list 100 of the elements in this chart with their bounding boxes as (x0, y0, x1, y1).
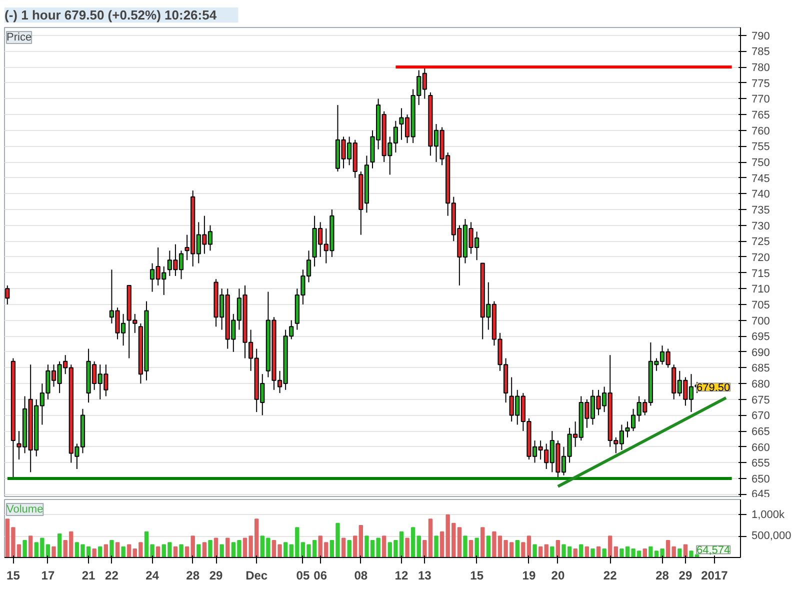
bar (179, 544, 184, 558)
bar (52, 546, 56, 558)
x-tick-label: 08 (354, 568, 368, 582)
bar (341, 538, 346, 558)
annotation: 64,574 (696, 544, 730, 557)
x-tick-label: 05 (296, 568, 310, 582)
bar (127, 544, 132, 558)
bar (22, 540, 27, 558)
x-tick-label: 2017 (701, 568, 728, 582)
bar (468, 540, 474, 558)
bar (405, 538, 410, 558)
y-tick-label: 785 (752, 46, 770, 58)
x-tick-label: 19 (522, 568, 536, 582)
x-tick-label: 17 (41, 568, 55, 582)
bar (156, 546, 160, 558)
y-axis-title: Price (6, 32, 32, 44)
x-tick-label: Dec (246, 568, 268, 582)
bar (596, 546, 601, 558)
x-tick-label: 06 (314, 568, 328, 582)
bar (538, 546, 543, 558)
bar (683, 544, 688, 558)
bar (358, 525, 364, 558)
bar (642, 548, 647, 558)
bar (184, 546, 190, 558)
x-tick-label: 20 (551, 568, 565, 582)
y-tick-label: 700 (752, 315, 770, 328)
bar (556, 540, 560, 558)
y-tick-label: 745 (752, 172, 770, 185)
bar (672, 546, 676, 558)
x-tick-label: 24 (146, 568, 160, 582)
y-tick-label: 765 (752, 110, 770, 122)
bar (196, 544, 201, 558)
bar (92, 548, 96, 558)
bar (353, 536, 358, 558)
bar (416, 536, 421, 558)
bar (584, 546, 590, 558)
bar (202, 542, 207, 558)
bar (515, 540, 520, 558)
y-tick-label: 790 (752, 30, 770, 42)
y-tick-label: 695 (752, 331, 770, 344)
bar (115, 542, 120, 558)
bar (347, 540, 352, 558)
bar (226, 538, 230, 558)
bar (544, 544, 548, 558)
bar (602, 548, 606, 558)
x-tick-label: 13 (418, 568, 432, 582)
y-tick-label: 650 (752, 474, 770, 486)
x-tick-label: 15 (470, 568, 484, 582)
bar (463, 536, 468, 558)
y-tick-label: 740 (752, 188, 770, 201)
x-tick-label: 12 (394, 568, 408, 582)
bar (104, 544, 108, 558)
bar (410, 527, 416, 558)
bar (480, 527, 485, 558)
bar (382, 536, 386, 558)
x-tick-label: 21 (82, 568, 96, 582)
bar (457, 527, 462, 558)
y-tick-label: 715 (752, 268, 770, 280)
y-tick-label: 750 (752, 157, 770, 170)
bar (121, 546, 126, 558)
bar (666, 540, 670, 558)
x-tick-label: 28 (186, 568, 200, 582)
y-tick-label: 735 (752, 204, 770, 216)
y-tick-label: 710 (752, 284, 770, 296)
y-tick-label: 685 (752, 362, 770, 375)
x-tick-label: 29 (678, 568, 692, 582)
bar (590, 548, 595, 558)
bar (579, 544, 584, 558)
bar (283, 542, 288, 558)
y-tick-label: 730 (752, 220, 770, 232)
y-tick-label: 1,000k (752, 508, 786, 521)
bar (678, 548, 682, 558)
y-tick-label: 780 (752, 62, 770, 74)
y-tick-label: 775 (752, 78, 770, 90)
y-tick-label: 705 (752, 299, 770, 312)
bar (214, 538, 218, 558)
y-tick-label: 720 (752, 252, 770, 264)
y-tick-label: 665 (752, 426, 770, 438)
bar (173, 546, 178, 558)
y-tick-label: 655 (752, 458, 770, 470)
y-axis-title: Volume (6, 504, 44, 516)
bar (434, 536, 438, 558)
bar (550, 546, 554, 558)
bar (532, 544, 537, 558)
bar (110, 540, 114, 558)
y-tick-label: 770 (752, 94, 770, 106)
y-tick-label: 755 (752, 141, 770, 154)
chart-title: (-) 1 hour 679.50 (+0.52%) 10:26:54 (4, 8, 218, 22)
bar (608, 536, 612, 558)
bar (190, 536, 195, 558)
y-tick-label: 680 (752, 378, 770, 391)
bar (614, 546, 618, 558)
y-tick-label: 725 (752, 236, 770, 248)
x-tick-label: 22 (105, 568, 119, 582)
bar (98, 546, 102, 558)
x-tick-label: 28 (656, 568, 670, 582)
y-tick-label: 690 (752, 346, 770, 359)
bar (220, 544, 224, 558)
y-tick-label: 760 (752, 125, 770, 138)
bar (573, 548, 578, 558)
